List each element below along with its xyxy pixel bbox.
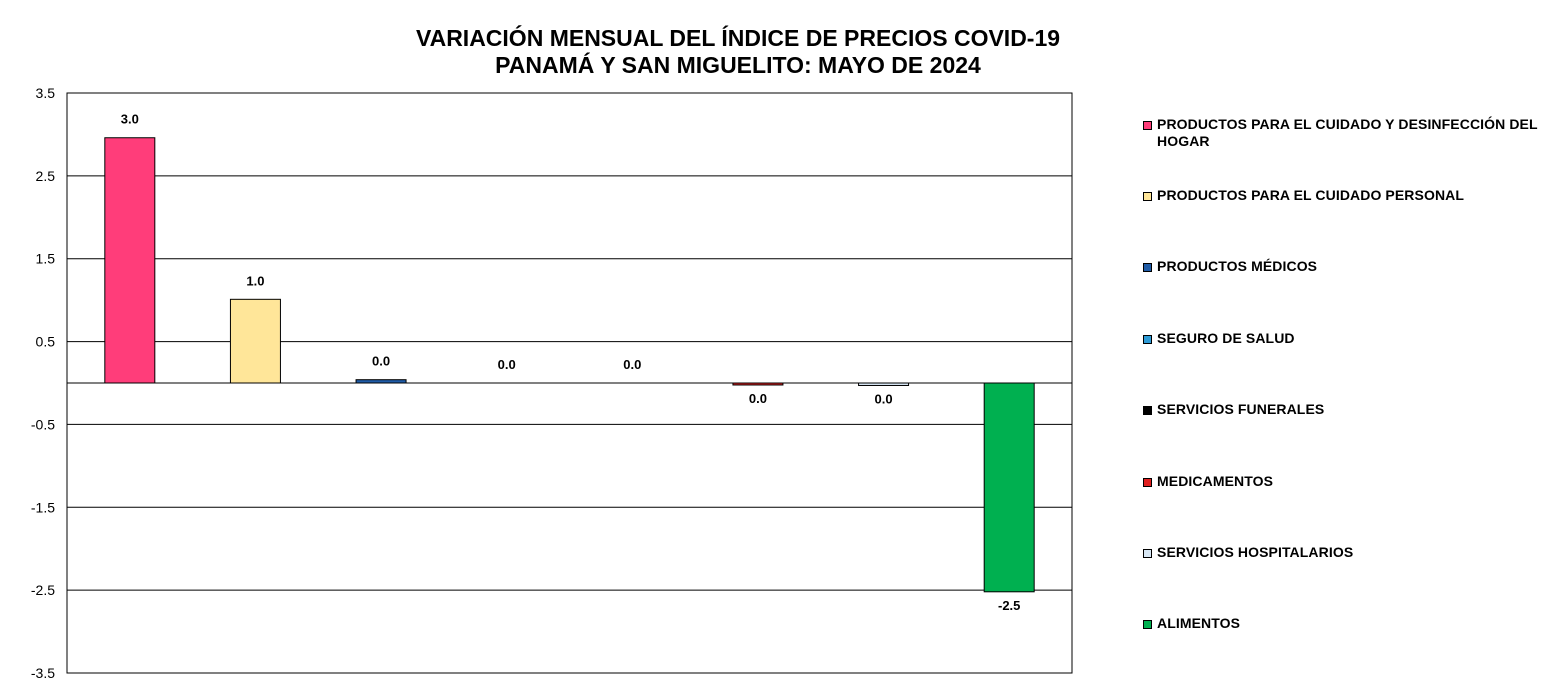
bar [858, 382, 910, 386]
data-label: 0.0 [623, 357, 641, 372]
y-tick-label: 2.5 [36, 168, 56, 184]
legend-item: PRODUCTOS PARA EL CUIDADO PERSONAL [1143, 187, 1543, 204]
legend-label: PRODUCTOS PARA EL CUIDADO PERSONAL [1157, 187, 1465, 203]
legend-item: MEDICAMENTOS [1143, 473, 1543, 490]
legend-swatch [1143, 620, 1152, 629]
legend-swatch [1143, 121, 1152, 130]
legend-swatch [1143, 263, 1152, 272]
y-tick-label: 1.5 [36, 251, 56, 267]
bar [229, 298, 281, 384]
legend-label: SEGURO DE SALUD [1157, 330, 1295, 346]
bars [104, 137, 1035, 593]
legend-label: PRODUCTOS MÉDICOS [1157, 258, 1318, 274]
y-tick-label: -2.5 [31, 582, 55, 598]
gridlines [67, 175, 1072, 591]
data-label: -2.5 [998, 598, 1020, 613]
bar [983, 382, 1035, 593]
bar [732, 382, 784, 386]
y-tick-label: -0.5 [31, 416, 55, 432]
legend-item: ALIMENTOS [1143, 615, 1543, 632]
legend-label: SERVICIOS FUNERALES [1157, 401, 1325, 417]
data-label: 3.0 [121, 112, 139, 127]
data-label: 0.0 [749, 391, 767, 406]
legend-swatch [1143, 406, 1152, 415]
data-labels: 3.0 1.0 0.0 0.0 0.0 0.0 0.0 -2.5 [121, 112, 1021, 613]
legend-item: SEGURO DE SALUD [1143, 330, 1543, 347]
chart-title-line-2: PANAMÁ Y SAN MIGUELITO: MAYO DE 2024 [495, 51, 981, 78]
legend-label: PRODUCTOS PARA EL CUIDADO Y DESINFECCIÓN… [1157, 116, 1538, 149]
legend-item: SERVICIOS FUNERALES [1143, 401, 1543, 418]
legend-item: SERVICIOS HOSPITALARIOS [1143, 544, 1543, 561]
data-label: 0.0 [372, 354, 390, 369]
data-label: 0.0 [875, 391, 893, 406]
legend-swatch [1143, 335, 1152, 344]
legend-item: PRODUCTOS MÉDICOS [1143, 258, 1543, 275]
y-tick-label: 3.5 [36, 85, 56, 101]
chart-title-line-1: VARIACIÓN MENSUAL DEL ÍNDICE DE PRECIOS … [416, 24, 1060, 51]
y-axis-ticks: 3.5 2.5 1.5 0.5 -0.5 -1.5 -2.5 -3.5 [31, 85, 55, 681]
bar [104, 137, 156, 384]
plot-area [66, 92, 1073, 674]
legend-label: SERVICIOS HOSPITALARIOS [1157, 544, 1354, 560]
legend-item: PRODUCTOS PARA EL CUIDADO Y DESINFECCIÓN… [1143, 116, 1543, 150]
legend-label: ALIMENTOS [1157, 615, 1241, 631]
y-tick-label: 0.5 [36, 334, 56, 350]
y-tick-label: -3.5 [31, 665, 55, 681]
data-label: 1.0 [246, 273, 264, 288]
bar [355, 379, 407, 384]
legend-label: MEDICAMENTOS [1157, 473, 1274, 489]
legend-swatch [1143, 478, 1152, 487]
y-tick-label: -1.5 [31, 499, 55, 515]
legend-swatch [1143, 549, 1152, 558]
data-label: 0.0 [498, 357, 516, 372]
legend-swatch [1143, 192, 1152, 201]
